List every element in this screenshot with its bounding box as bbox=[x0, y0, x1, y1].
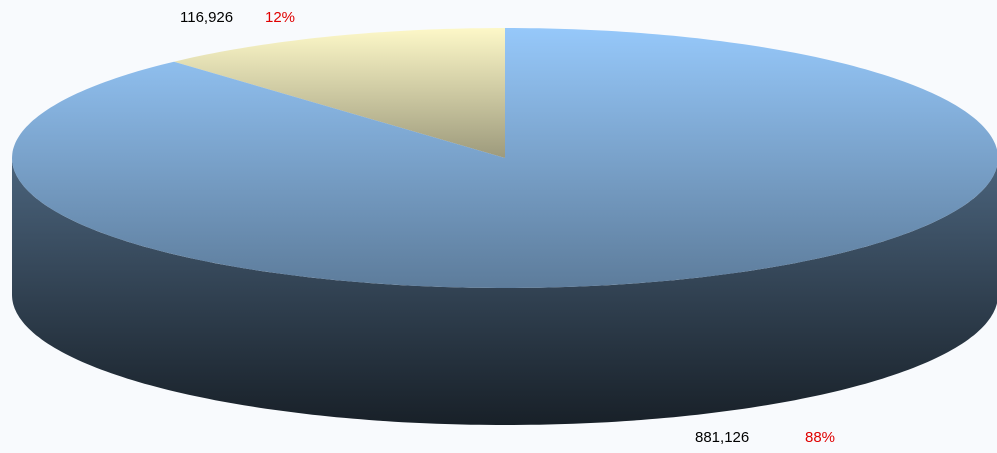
percent-label: 12% bbox=[265, 9, 295, 26]
value-label: 881,126 bbox=[695, 429, 749, 446]
pie-slice-side bbox=[12, 158, 997, 425]
pie-slice bbox=[12, 28, 997, 288]
pie-slice bbox=[174, 28, 505, 158]
value-label: 116,926 bbox=[180, 9, 233, 26]
percent-label: 88% bbox=[805, 429, 835, 446]
